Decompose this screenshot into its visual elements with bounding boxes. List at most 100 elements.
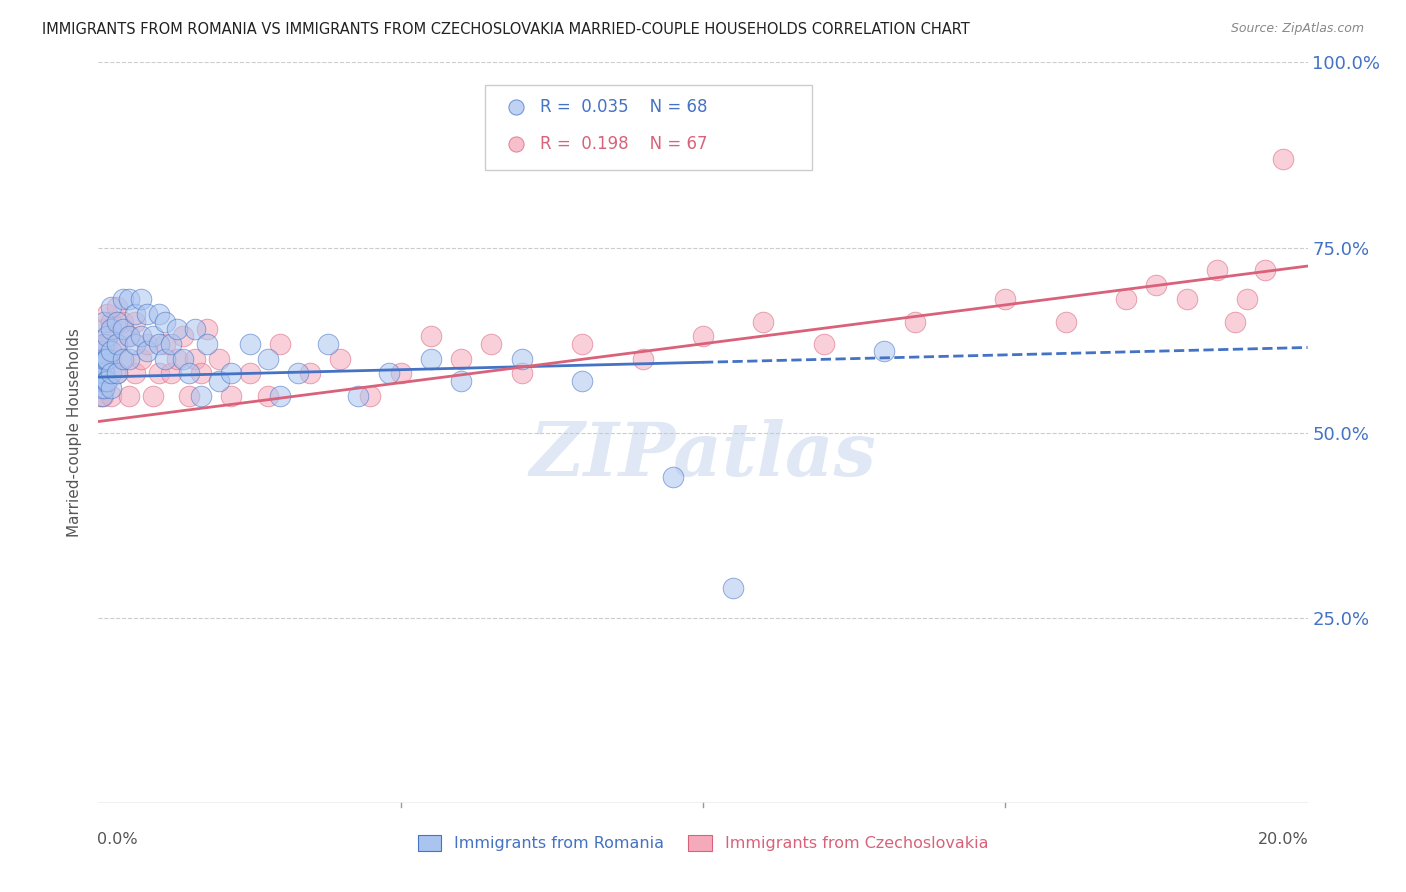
Point [93, 314, 115, 328]
Point [287, 367, 309, 381]
Point [256, 351, 278, 366]
Point [195, 336, 218, 351]
Point [135, 336, 157, 351]
Point [100, 344, 122, 359]
Point [93, 381, 115, 395]
Point [377, 367, 399, 381]
Text: 0.0%: 0.0% [97, 831, 138, 847]
Point [723, 581, 745, 595]
Point [316, 336, 339, 351]
Point [105, 336, 128, 351]
Point [420, 329, 443, 343]
Point [93, 336, 115, 351]
Point [118, 388, 141, 402]
Point [100, 351, 122, 366]
Point [1144, 277, 1167, 292]
Point [360, 388, 382, 402]
Point [195, 322, 218, 336]
Point [111, 351, 134, 366]
Y-axis label: Married-couple Households: Married-couple Households [67, 328, 83, 537]
Point [172, 329, 194, 343]
Point [166, 351, 188, 366]
Point [89, 359, 111, 373]
Point [172, 351, 194, 366]
Point [94, 374, 117, 388]
Point [190, 367, 212, 381]
Point [661, 470, 683, 484]
Point [91, 374, 114, 388]
Point [184, 351, 207, 366]
Point [100, 367, 122, 381]
Point [96, 307, 118, 321]
Point [179, 367, 201, 381]
Point [96, 351, 118, 366]
Point [1236, 293, 1258, 307]
Point [93, 322, 115, 336]
Point [91, 388, 114, 402]
Point [148, 307, 170, 321]
Text: R =  0.035    N = 68: R = 0.035 N = 68 [540, 98, 707, 116]
Point [100, 300, 122, 314]
Text: Source: ZipAtlas.com: Source: ZipAtlas.com [1230, 22, 1364, 36]
Point [571, 374, 593, 388]
Point [96, 374, 118, 388]
Point [129, 293, 152, 307]
Point [118, 329, 141, 343]
Point [208, 374, 231, 388]
Point [510, 367, 533, 381]
Point [93, 351, 115, 366]
Point [135, 307, 157, 321]
Point [873, 344, 896, 359]
Point [91, 388, 114, 402]
Point [90, 381, 112, 395]
Point [481, 336, 503, 351]
Point [124, 314, 146, 328]
Point [904, 314, 927, 328]
Point [89, 374, 111, 388]
Point [1272, 152, 1295, 166]
Point [347, 388, 370, 402]
Point [510, 351, 533, 366]
Point [142, 329, 165, 343]
Point [184, 322, 207, 336]
Point [190, 388, 212, 402]
Point [91, 351, 114, 366]
Point [100, 314, 122, 328]
Point [90, 344, 112, 359]
Point [1054, 314, 1077, 328]
Point [1254, 262, 1277, 277]
Point [96, 336, 118, 351]
Point [148, 336, 170, 351]
Point [100, 388, 122, 402]
Point [1223, 314, 1246, 328]
Point [752, 314, 775, 328]
Point [148, 367, 170, 381]
Point [105, 367, 128, 381]
Point [91, 374, 114, 388]
Point [118, 293, 141, 307]
Text: R =  0.198    N = 67: R = 0.198 N = 67 [540, 135, 707, 153]
Point [299, 367, 322, 381]
Point [124, 307, 146, 321]
Point [93, 381, 115, 395]
Point [153, 314, 176, 328]
Point [89, 388, 111, 402]
Point [631, 351, 654, 366]
Point [153, 351, 176, 366]
Point [90, 381, 112, 395]
Point [389, 367, 412, 381]
Point [571, 336, 593, 351]
FancyBboxPatch shape [485, 85, 811, 169]
Point [153, 336, 176, 351]
Point [91, 336, 114, 351]
Text: IMMIGRANTS FROM ROMANIA VS IMMIGRANTS FROM CZECHOSLOVAKIA MARRIED-COUPLE HOUSEHO: IMMIGRANTS FROM ROMANIA VS IMMIGRANTS FR… [42, 22, 970, 37]
Point [93, 367, 115, 381]
Point [105, 300, 128, 314]
Point [692, 329, 714, 343]
Point [1206, 262, 1229, 277]
Point [166, 322, 188, 336]
Point [239, 367, 262, 381]
Point [100, 381, 122, 395]
Text: 20.0%: 20.0% [1258, 831, 1309, 847]
Point [105, 367, 128, 381]
